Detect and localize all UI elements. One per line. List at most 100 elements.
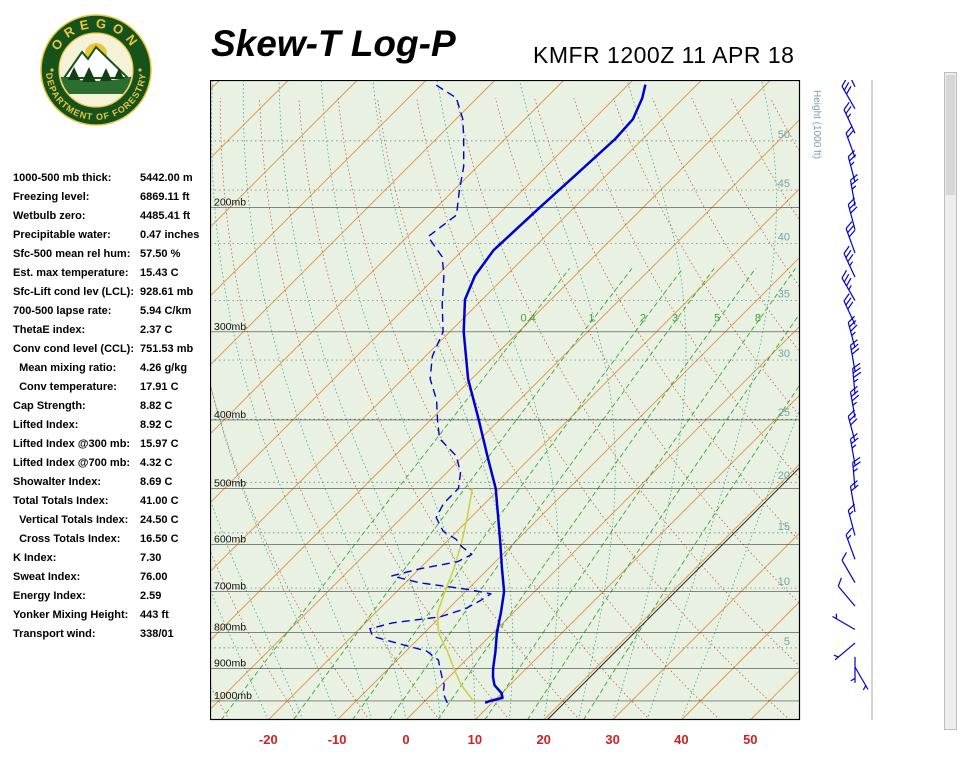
index-value: 6869.11 ft xyxy=(140,190,190,203)
wind-barb xyxy=(851,80,856,88)
temp-tick-label: 50 xyxy=(743,732,757,747)
pressure-tick-label: 600mb xyxy=(214,533,246,545)
height-tick-label: 15 xyxy=(778,521,790,533)
wind-barb xyxy=(843,101,856,134)
mixing-ratio-label: 2 xyxy=(640,312,646,324)
index-value: 76.00 xyxy=(140,570,168,583)
tree-icon xyxy=(68,67,80,80)
wind-barbs xyxy=(832,80,869,691)
logo-scene xyxy=(60,43,132,94)
odf-logo: OREGON DEPARTMENT OF FORESTRY xyxy=(40,14,152,126)
scrollbar[interactable] xyxy=(944,72,957,730)
index-label: Showalter Index: xyxy=(13,475,102,488)
index-label: Transport wind: xyxy=(13,627,96,640)
tree-icon xyxy=(82,67,96,82)
index-label: Conv cond level (CCL): xyxy=(13,342,135,355)
index-label: Conv temperature: xyxy=(13,380,117,393)
index-label: Yonker Mixing Height: xyxy=(13,608,129,621)
mixing-ratio-label: 5 xyxy=(714,312,720,324)
index-row: Yonker Mixing Height: 443 ft xyxy=(13,605,213,624)
isobar-lines: 200mb 300mb 400mb 500mb 600mb 700mb 800mb 900mb… xyxy=(210,196,800,702)
index-label: Vertical Totals Index: xyxy=(13,513,129,526)
index-row: Cap Strength: 8.82 C xyxy=(13,396,213,415)
index-row: ThetaE index: 2.37 C xyxy=(13,320,213,339)
index-value: 15.43 C xyxy=(140,266,179,279)
indices-panel: 1000-500 mb thick: 5442.00 m Freezing leve… xyxy=(13,168,213,643)
scrollbar-thumb[interactable] xyxy=(946,75,955,195)
index-row: Precipitable water: 0.47 inches xyxy=(13,225,213,244)
index-value: 57.50 % xyxy=(140,247,181,260)
height-labels: 5 10 15 20 25 30 35 40 45 50 xyxy=(778,129,790,648)
wind-barb xyxy=(843,245,856,278)
wetbulb-trace xyxy=(436,488,476,704)
index-label: Cap Strength: xyxy=(13,399,86,412)
height-tick-label: 45 xyxy=(778,178,790,190)
index-value: 2.37 C xyxy=(140,323,173,336)
index-row: Lifted Index: 8.92 C xyxy=(13,415,213,434)
wind-barb xyxy=(849,174,859,207)
index-label: Lifted Index @700 mb: xyxy=(13,456,131,469)
logo-dot xyxy=(50,68,54,72)
height-tick-label: 40 xyxy=(778,232,790,244)
index-value: 443 ft xyxy=(140,608,169,621)
wind-barb xyxy=(849,385,860,418)
pressure-tick-label: 800mb xyxy=(214,622,246,634)
temperature-trace xyxy=(462,84,647,704)
tree-icon xyxy=(100,68,112,81)
index-value: 15.97 C xyxy=(140,437,179,450)
wind-barb xyxy=(841,270,856,301)
index-row: Wetbulb zero: 4485.41 ft xyxy=(13,206,213,225)
index-row: Vertical Totals Index: 24.50 C xyxy=(13,510,213,529)
height-tick-label: 30 xyxy=(778,348,790,360)
mixing-ratio-label: 8 xyxy=(755,312,761,324)
index-row: Freezing level: 6869.11 ft xyxy=(13,187,213,206)
height-tick-label: 50 xyxy=(778,129,790,141)
mixing-ratio-label: 0.4 xyxy=(520,312,535,324)
index-value: 8.92 C xyxy=(140,418,173,431)
temp-tick-label: -10 xyxy=(328,732,347,747)
temp-tick-label: 20 xyxy=(536,732,550,747)
index-row: Sweat Index: 76.00 xyxy=(13,567,213,586)
wind-barb xyxy=(832,613,856,631)
height-axis-title: Height (1000 ft) xyxy=(811,90,822,159)
temp-tick-label: 10 xyxy=(468,732,482,747)
index-label: Total Totals Index: xyxy=(13,494,109,507)
wind-barb xyxy=(852,456,861,489)
wind-barb xyxy=(847,503,856,536)
temp-tick-label: 30 xyxy=(605,732,619,747)
wind-barb xyxy=(841,80,856,110)
index-value: 24.50 C xyxy=(140,513,179,526)
index-value: 4485.41 ft xyxy=(140,209,191,222)
index-label: Est. max temperature: xyxy=(13,266,129,279)
mixing-ratio-lines xyxy=(220,268,800,720)
index-row: Showalter Index: 8.69 C xyxy=(13,472,213,491)
index-label: Sfc-Lift cond lev (LCL): xyxy=(13,285,134,298)
index-value: 5442.00 m xyxy=(140,171,193,184)
index-row: Sfc-Lift cond lev (LCL): 928.61 mb xyxy=(13,282,213,301)
index-row: 700-500 lapse rate: 5.94 C/km xyxy=(13,301,213,320)
index-label: Freezing level: xyxy=(13,190,90,203)
height-lines xyxy=(210,140,800,649)
logo-outer-rim xyxy=(40,14,152,126)
wind-barb xyxy=(837,577,856,607)
index-value: 16.50 C xyxy=(140,532,179,545)
index-value: 4.32 C xyxy=(140,456,173,469)
index-value: 17.91 C xyxy=(140,380,179,393)
index-row: Mean mixing ratio: 4.26 g/kg xyxy=(13,358,213,377)
index-row: Sfc-500 mean rel hum: 57.50 % xyxy=(13,244,213,263)
index-value: 928.61 mb xyxy=(140,285,194,298)
index-value: 8.82 C xyxy=(140,399,173,412)
index-row: Transport wind: 338/01 xyxy=(13,624,213,643)
mixing-ratio-label: 3 xyxy=(672,312,678,324)
wind-barb xyxy=(847,315,858,348)
index-value: 0.47 inches xyxy=(140,228,200,241)
pressure-tick-label: 900mb xyxy=(214,658,246,670)
chart-border xyxy=(210,80,801,721)
mixing-ratio-labels: 0.4 1 2 3 5 8 xyxy=(520,312,761,324)
moist-adiabat-lines xyxy=(210,80,800,720)
pressure-tick-label: 400mb xyxy=(214,409,246,421)
index-value: 4.26 g/kg xyxy=(140,361,188,374)
index-label: Energy Index: xyxy=(13,589,86,602)
index-row: Lifted Index @700 mb: 4.32 C xyxy=(13,453,213,472)
temp-tick-label: 0 xyxy=(402,732,409,747)
